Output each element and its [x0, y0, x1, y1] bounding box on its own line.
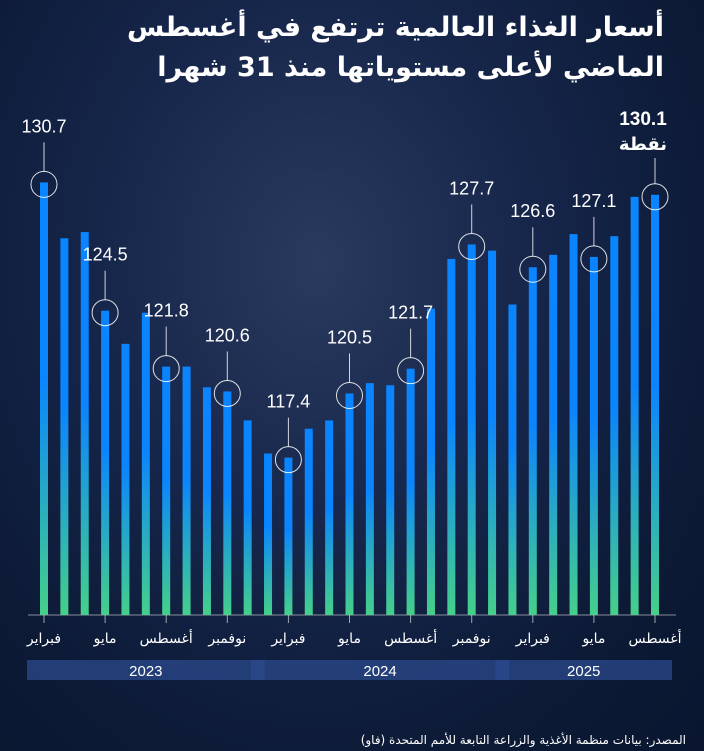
- bar: [162, 366, 171, 615]
- bar: [610, 236, 619, 615]
- bar: [426, 308, 435, 615]
- data-label: 120.6: [205, 325, 250, 345]
- x-tick-label: نوفمبر: [207, 631, 246, 647]
- data-label: 127.7: [449, 178, 494, 198]
- title-line-2: الماضي لأعلى مستوياتها منذ 31 شهرا: [157, 52, 664, 83]
- x-tick-label: أغسطس: [384, 629, 437, 647]
- bar: [467, 244, 476, 615]
- x-tick-label: نوفمبر: [452, 631, 491, 647]
- bar: [345, 393, 354, 615]
- bar: [549, 254, 558, 615]
- bar: [182, 366, 191, 615]
- bar: [528, 267, 537, 615]
- bar: [101, 310, 110, 615]
- x-tick-label: مايو: [93, 631, 117, 647]
- x-tick-label: فبراير: [26, 631, 61, 647]
- year-band: [495, 660, 672, 680]
- bar: [508, 304, 517, 615]
- data-label: 126.6: [510, 201, 555, 221]
- x-tick-label: أغسطس: [140, 629, 193, 647]
- data-label: 120.5: [327, 328, 372, 348]
- x-tick-label: أغسطس: [628, 629, 681, 647]
- bar: [80, 232, 89, 616]
- data-label: 130.7: [21, 116, 66, 136]
- data-label: 130.1: [619, 109, 667, 130]
- highlight-circle: [580, 245, 608, 273]
- bar: [223, 391, 232, 615]
- bar: [40, 182, 48, 615]
- bar: [651, 194, 659, 616]
- data-label: 127.1: [571, 191, 616, 211]
- bar: [488, 250, 497, 615]
- data-label-unit: نقطة: [619, 134, 667, 155]
- x-tick-label: مايو: [337, 631, 361, 647]
- data-label: 121.7: [388, 303, 433, 323]
- x-tick-label: مايو: [581, 631, 605, 647]
- data-label: 121.8: [144, 301, 189, 321]
- title-line-1: أسعار الغذاء العالمية ترتفع في أغسطس: [126, 12, 664, 43]
- bar: [284, 457, 293, 615]
- bar: [325, 420, 334, 615]
- bar: [243, 420, 252, 615]
- year-label: 2025: [567, 663, 600, 680]
- bar: [447, 258, 456, 615]
- bar: [630, 196, 639, 616]
- bar: [121, 343, 130, 615]
- bar: [60, 238, 69, 615]
- bar: [264, 453, 273, 615]
- chart-title: أسعار الغذاء العالمية ترتفع في أغسطس الم…: [24, 8, 664, 88]
- x-tick-label: فبراير: [515, 631, 550, 647]
- bar: [569, 234, 578, 615]
- bar: [365, 383, 374, 615]
- bar: [141, 312, 150, 615]
- year-label: 2024: [363, 663, 396, 680]
- year-band: [27, 660, 265, 680]
- x-tick-label: فبراير: [270, 631, 305, 647]
- data-label: 117.4: [267, 392, 311, 412]
- bar: [304, 428, 313, 615]
- bar: [202, 387, 211, 615]
- source-note: المصدر: بيانات منظمة الأغذية والزراعة ال…: [360, 733, 686, 747]
- data-label: 124.5: [83, 245, 128, 265]
- bar: [386, 385, 395, 615]
- bar: [406, 368, 415, 615]
- year-band: [251, 660, 510, 680]
- bar: [589, 256, 598, 615]
- year-label: 2023: [129, 663, 162, 680]
